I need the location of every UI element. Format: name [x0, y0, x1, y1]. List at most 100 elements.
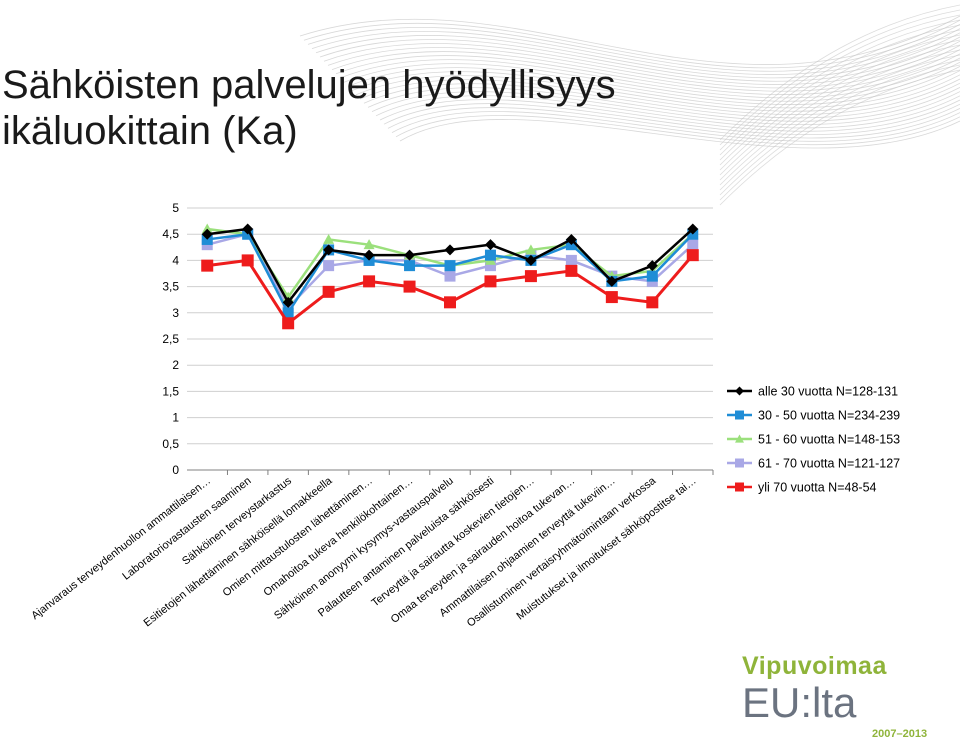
swirl-line	[719, 49, 960, 186]
y-tick-label: 1,5	[162, 384, 179, 398]
data-point	[444, 260, 456, 272]
data-point	[322, 285, 335, 298]
data-point	[646, 296, 659, 309]
swirl-line	[339, 57, 960, 99]
data-point	[565, 264, 578, 277]
data-point	[686, 249, 699, 262]
data-point	[323, 260, 335, 272]
data-point	[687, 239, 699, 251]
data-point	[525, 254, 537, 266]
swirl-line	[719, 19, 960, 156]
data-point	[404, 260, 416, 272]
swirl-line	[311, 28, 960, 75]
data-point	[484, 260, 496, 272]
data-point	[282, 317, 295, 330]
y-tick-label: 0	[172, 463, 179, 477]
legend-label: yli 70 vuotta N=48-54	[758, 481, 877, 495]
swirl-line	[367, 87, 960, 122]
title-line-1: Sähköisten palvelujen hyödyllisyys	[2, 63, 616, 107]
x-tick-label: Omaa terveyden ja sairauden hoitoa tukev…	[389, 475, 578, 626]
swirl-line	[299, 15, 960, 65]
swirl-line	[331, 49, 960, 92]
series-group	[201, 249, 699, 330]
data-point	[646, 270, 658, 282]
data-point	[735, 434, 744, 443]
data-point	[201, 259, 214, 272]
swirl-line	[335, 53, 960, 95]
data-point	[484, 275, 497, 288]
swirl-line	[327, 45, 960, 89]
swirl-line	[399, 119, 960, 149]
y-tick-label: 2,5	[162, 332, 179, 346]
gridlines	[187, 207, 713, 471]
data-point	[282, 307, 294, 319]
data-point	[201, 223, 213, 234]
data-point	[484, 239, 496, 251]
data-point	[363, 239, 375, 250]
swirl-line	[307, 24, 960, 72]
y-tick-label: 3	[172, 306, 179, 320]
swirl-line	[383, 103, 960, 136]
swirl-line	[355, 74, 960, 112]
swirl-line	[395, 115, 960, 146]
data-point	[363, 275, 376, 288]
data-point	[282, 296, 294, 308]
swirl-line	[719, 54, 960, 191]
swirl-line	[719, 29, 960, 166]
x-tick-label: Omahoitoa tukeva henkilökohtainen…	[262, 475, 416, 599]
swirl-line	[351, 70, 960, 109]
data-point	[565, 254, 577, 266]
y-tick-label: 1	[172, 411, 179, 425]
swirl-line	[387, 107, 960, 139]
legend: alle 30 vuotta N=128-131 30 - 50 vuotta N…	[727, 385, 900, 495]
data-point	[646, 260, 658, 272]
data-point	[605, 291, 618, 304]
legend-label: 30 - 50 vuotta N=234-239	[758, 409, 900, 423]
data-point	[444, 270, 456, 282]
page-title: Sähköisten palvelujen hyödyllisyys ikälu…	[2, 62, 616, 154]
logo-top-text: Vipuvoimaa	[742, 652, 887, 680]
data-point	[444, 244, 456, 256]
swirl-line	[719, 44, 960, 181]
data-point	[403, 280, 416, 293]
x-tick-label: Esitietojen lähettäminen sähköisellä lom…	[142, 474, 336, 629]
logo-main-text: EU:lta	[742, 679, 857, 726]
swirl-line	[719, 39, 960, 176]
swirl-line	[371, 91, 960, 125]
data-point	[687, 223, 699, 235]
series-group	[201, 223, 699, 308]
swirl-line	[375, 95, 960, 129]
data-point	[444, 296, 456, 309]
data-point	[735, 386, 744, 396]
x-tick-label: Omien mittaustulosten lähettäminen…	[221, 475, 375, 599]
data-point	[323, 244, 335, 256]
y-tick-label: 4,5	[162, 227, 179, 241]
swirl-line	[359, 78, 960, 115]
title-line-2: ikäluokittain (Ka)	[2, 109, 298, 153]
data-point	[201, 228, 213, 240]
data-point	[241, 254, 254, 267]
data-point	[606, 275, 618, 287]
swirl-line	[379, 99, 960, 132]
swirl-line	[719, 9, 960, 146]
swirl-line	[719, 14, 960, 151]
legend-label: 61 - 70 vuotta N=121-127	[758, 457, 900, 471]
logo-years-text: 2007–2013	[872, 728, 928, 740]
swirl-line	[719, 34, 960, 171]
data-point	[484, 249, 496, 261]
swirl-line	[719, 59, 960, 196]
legend-label: 51 - 60 vuotta N=148-153	[758, 433, 900, 447]
data-point	[565, 233, 577, 245]
y-tick-label: 4	[172, 253, 179, 267]
y-tick-label: 2	[172, 358, 179, 372]
y-tick-label: 5	[172, 201, 179, 215]
data-point	[242, 223, 254, 235]
y-tick-label: 3,5	[162, 280, 179, 294]
data-point	[404, 249, 416, 261]
swirl-line	[719, 24, 960, 161]
swirl-line	[391, 111, 960, 142]
x-tick-label: Osallistuminen vertaisryhmätoimintaan ve…	[465, 474, 659, 629]
data-point	[525, 244, 537, 255]
